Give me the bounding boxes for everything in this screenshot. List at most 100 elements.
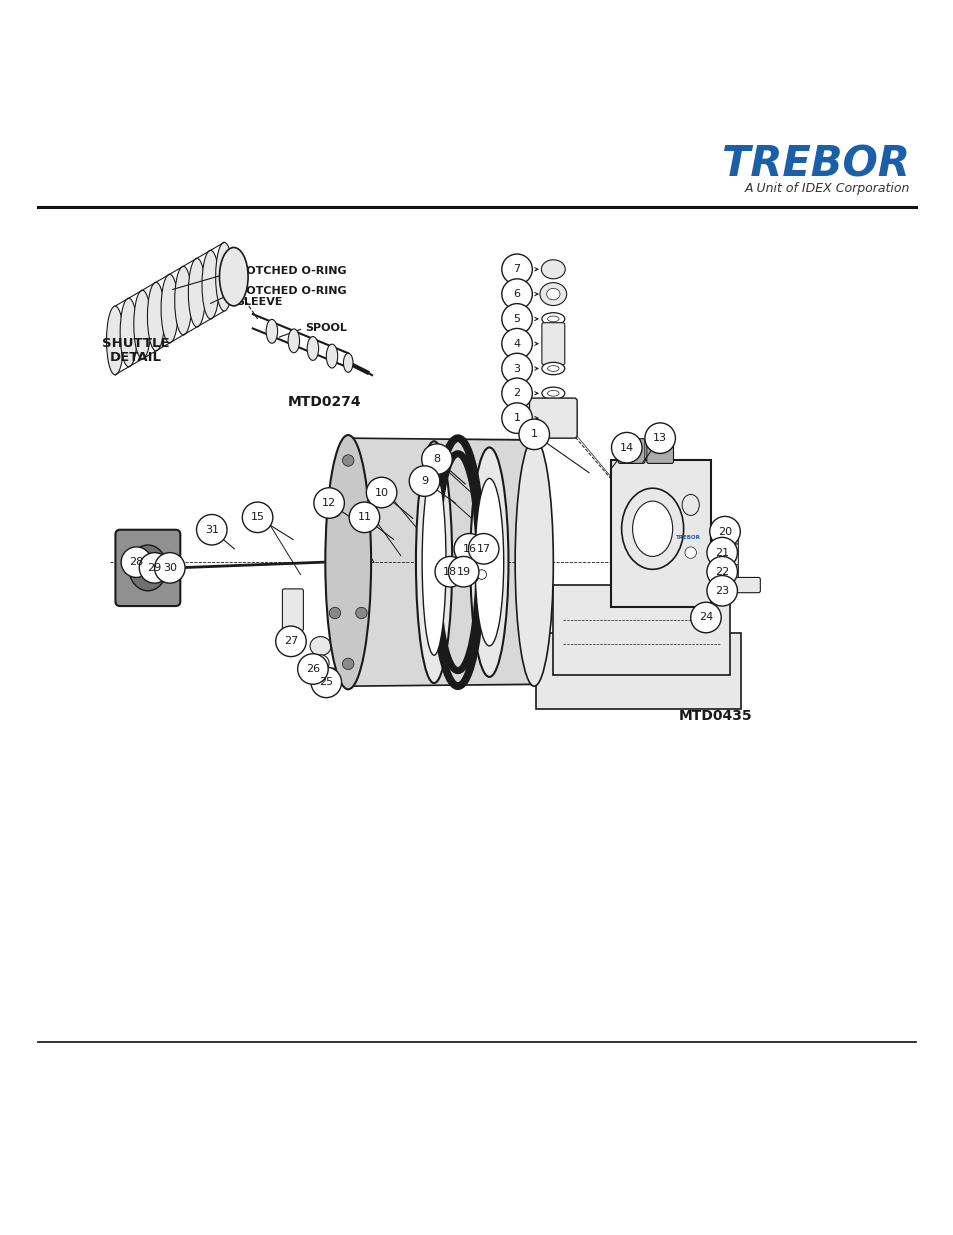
Text: 14: 14 — [619, 442, 633, 453]
FancyBboxPatch shape — [282, 589, 303, 631]
Circle shape — [501, 378, 532, 409]
Text: 18: 18 — [443, 567, 456, 577]
Text: SHUTTLE: SHUTTLE — [102, 337, 169, 351]
Text: TREBOR: TREBOR — [721, 143, 909, 185]
Ellipse shape — [476, 569, 486, 579]
Text: 28: 28 — [130, 557, 143, 567]
Text: 8: 8 — [433, 454, 440, 464]
Ellipse shape — [539, 283, 566, 305]
FancyBboxPatch shape — [728, 524, 738, 545]
Ellipse shape — [174, 267, 192, 335]
Ellipse shape — [202, 251, 219, 319]
Circle shape — [611, 432, 641, 463]
Ellipse shape — [483, 543, 495, 562]
Ellipse shape — [541, 312, 564, 325]
Text: 11: 11 — [357, 513, 371, 522]
Circle shape — [242, 503, 273, 532]
Ellipse shape — [421, 469, 445, 656]
Circle shape — [297, 653, 328, 684]
Text: 27: 27 — [284, 636, 297, 646]
Text: 6: 6 — [513, 289, 520, 299]
Circle shape — [275, 626, 306, 657]
Circle shape — [349, 503, 379, 532]
Circle shape — [454, 534, 484, 564]
Text: NOTCHED O-RING: NOTCHED O-RING — [236, 287, 346, 296]
Text: 25: 25 — [319, 677, 333, 688]
Circle shape — [409, 466, 439, 496]
Ellipse shape — [547, 366, 558, 372]
Circle shape — [329, 505, 340, 517]
Text: 19: 19 — [456, 567, 470, 577]
Circle shape — [355, 505, 367, 517]
Ellipse shape — [541, 387, 564, 399]
Circle shape — [709, 516, 740, 547]
Text: 13: 13 — [653, 433, 666, 443]
Text: MTD0274: MTD0274 — [287, 395, 361, 409]
Ellipse shape — [215, 242, 233, 311]
Circle shape — [501, 353, 532, 384]
Circle shape — [139, 552, 170, 583]
Text: 24: 24 — [699, 613, 712, 622]
Circle shape — [154, 552, 185, 583]
Text: 5: 5 — [513, 314, 520, 324]
Circle shape — [329, 608, 340, 619]
Ellipse shape — [325, 435, 371, 689]
Circle shape — [311, 667, 341, 698]
Ellipse shape — [310, 636, 331, 656]
Circle shape — [448, 557, 478, 587]
Ellipse shape — [541, 259, 564, 279]
Circle shape — [501, 329, 532, 359]
Circle shape — [706, 576, 737, 606]
Ellipse shape — [546, 288, 559, 300]
Text: SPOOL: SPOOL — [305, 324, 347, 333]
Ellipse shape — [307, 337, 318, 361]
Text: 1: 1 — [513, 414, 520, 424]
Circle shape — [706, 557, 737, 587]
Ellipse shape — [470, 447, 508, 677]
Circle shape — [501, 254, 532, 284]
FancyBboxPatch shape — [718, 578, 760, 593]
Ellipse shape — [541, 362, 564, 374]
Text: NOTCHED O-RING: NOTCHED O-RING — [236, 267, 346, 277]
Ellipse shape — [139, 557, 156, 578]
Ellipse shape — [471, 543, 482, 562]
Text: 23: 23 — [715, 585, 728, 595]
Ellipse shape — [188, 258, 205, 327]
Text: 29: 29 — [148, 563, 161, 573]
Text: 22: 22 — [715, 567, 728, 577]
Ellipse shape — [266, 320, 277, 343]
Circle shape — [121, 547, 152, 578]
FancyBboxPatch shape — [610, 459, 710, 608]
Ellipse shape — [681, 494, 699, 515]
Circle shape — [355, 608, 367, 619]
Text: 9: 9 — [420, 475, 428, 487]
FancyBboxPatch shape — [618, 438, 644, 463]
Ellipse shape — [547, 390, 558, 396]
FancyBboxPatch shape — [536, 632, 740, 709]
Circle shape — [501, 403, 532, 433]
Circle shape — [644, 422, 675, 453]
Circle shape — [690, 603, 720, 632]
FancyBboxPatch shape — [648, 146, 920, 198]
Ellipse shape — [515, 438, 553, 687]
Ellipse shape — [326, 345, 337, 368]
Text: DETAIL: DETAIL — [110, 351, 161, 363]
Text: 15: 15 — [251, 513, 264, 522]
Text: TREBOR: TREBOR — [676, 535, 700, 540]
Circle shape — [501, 304, 532, 335]
Ellipse shape — [107, 306, 124, 374]
Ellipse shape — [148, 283, 165, 351]
Ellipse shape — [416, 441, 452, 683]
Ellipse shape — [465, 566, 478, 583]
Text: A Unit of IDEX Corporation: A Unit of IDEX Corporation — [744, 182, 909, 195]
Ellipse shape — [161, 274, 178, 343]
Text: SLEEVE: SLEEVE — [236, 296, 283, 306]
Circle shape — [706, 537, 737, 568]
FancyBboxPatch shape — [529, 398, 577, 438]
Text: 10: 10 — [375, 488, 388, 498]
Ellipse shape — [323, 668, 340, 685]
Text: 26: 26 — [306, 664, 319, 674]
Circle shape — [342, 658, 354, 669]
FancyBboxPatch shape — [728, 566, 738, 587]
FancyBboxPatch shape — [541, 322, 564, 364]
